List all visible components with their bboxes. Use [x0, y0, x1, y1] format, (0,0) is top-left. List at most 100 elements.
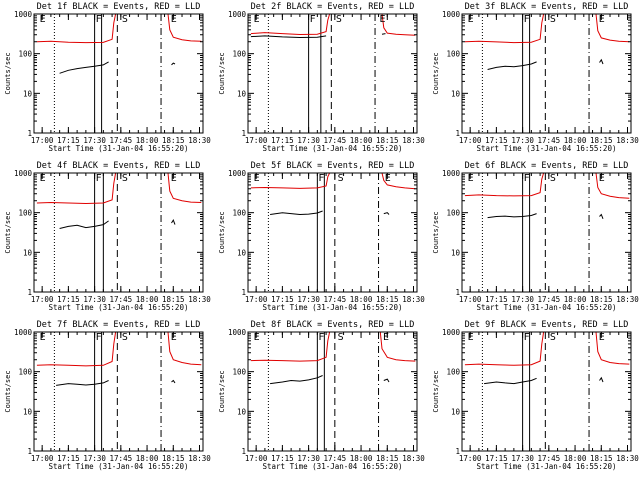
marker-label: S [338, 332, 344, 343]
panel-det-1: Det 1f BLACK = Events, RED = LLD Counts/s… [4, 2, 211, 153]
marker-label: E [40, 332, 46, 343]
x-axis-label: Start Time (31-Jan-04 16:55:20) [49, 462, 189, 471]
y-axis-label: Counts/sec [432, 370, 440, 412]
x-tick-label: 18:15 [376, 454, 399, 463]
x-tick-label: 17:00 [31, 454, 54, 463]
x-tick-label: 17:15 [485, 136, 508, 145]
panel-title: Det 6f BLACK = Events, RED = LLD [465, 161, 629, 171]
events-series-line [599, 213, 604, 219]
y-axis-label: Counts/sec [4, 52, 12, 94]
y-tick-label: 10 [23, 89, 33, 98]
lld-series-line [250, 13, 331, 36]
y-tick-label: 100 [18, 50, 32, 59]
x-tick-label: 17:45 [110, 295, 133, 304]
y-tick-label: 1000 [442, 328, 461, 337]
events-series-line [56, 380, 109, 386]
y-tick-label: 1 [455, 288, 460, 297]
y-tick-label: 10 [451, 248, 461, 257]
plot-frame [247, 172, 418, 293]
panel-title: Det 4f BLACK = Events, RED = LLD [37, 161, 201, 171]
lld-series-line [167, 331, 202, 366]
marker-label: E [171, 14, 177, 25]
marker-label: E [383, 332, 389, 343]
y-tick-label: 1 [27, 129, 32, 138]
x-tick-label: 17:15 [57, 295, 80, 304]
x-tick-label: 18:15 [376, 295, 399, 304]
panel-det-6: Det 6f BLACK = Events, RED = LLD Counts/s… [432, 161, 639, 312]
x-tick-label: 17:30 [83, 295, 106, 304]
marker-label: E [468, 14, 474, 25]
events-series-line [270, 375, 323, 385]
y-tick-label: 100 [232, 50, 246, 59]
plot-frame [247, 13, 418, 134]
events-series-line [599, 58, 604, 65]
y-tick-label: 1 [241, 288, 246, 297]
panel-det-7: Det 7f BLACK = Events, RED = LLD Counts/s… [4, 320, 211, 471]
plot-frame [461, 13, 632, 134]
marker-label: E [599, 332, 605, 343]
x-tick-label: 18:30 [188, 136, 211, 145]
y-tick-label: 10 [451, 89, 461, 98]
x-tick-label: 17:00 [459, 136, 482, 145]
x-tick-label: 18:30 [402, 295, 425, 304]
y-axis-label: Counts/sec [4, 370, 12, 412]
marker-label: E [171, 173, 177, 184]
y-tick-label: 1000 [228, 169, 247, 178]
x-tick-label: 17:15 [57, 454, 80, 463]
panel-det-8: Det 8f BLACK = Events, RED = LLD Counts/s… [218, 320, 425, 471]
x-tick-label: 18:00 [136, 136, 159, 145]
lld-series-line [36, 172, 117, 205]
panel-det-4: Det 4f BLACK = Events, RED = LLD Counts/s… [4, 161, 211, 312]
x-tick-label: 18:30 [188, 295, 211, 304]
marker-label: E [40, 173, 46, 184]
x-tick-label: 18:15 [590, 295, 613, 304]
plot-frame [461, 331, 632, 452]
y-tick-label: 1000 [14, 169, 33, 178]
lld-series-line [167, 172, 202, 203]
panel-title: Det 9f BLACK = Events, RED = LLD [465, 320, 629, 330]
lld-series-line [464, 331, 545, 366]
y-tick-label: 100 [18, 368, 32, 377]
x-tick-label: 17:15 [271, 295, 294, 304]
x-tick-label: 17:45 [538, 295, 561, 304]
y-tick-label: 1000 [442, 169, 461, 178]
marker-label: E [380, 14, 386, 25]
marker-label: S [550, 332, 556, 343]
marker-label: E [254, 14, 260, 25]
marker-label: F [524, 173, 530, 184]
y-tick-label: 1 [455, 129, 460, 138]
x-tick-label: 18:00 [350, 295, 373, 304]
marker-label: S [550, 14, 556, 25]
marker-label: S [338, 173, 344, 184]
panel-det-5: Det 5f BLACK = Events, RED = LLD Counts/s… [218, 161, 425, 312]
x-tick-label: 18:15 [162, 454, 185, 463]
x-axis-label: Start Time (31-Jan-04 16:55:20) [477, 144, 617, 153]
x-tick-label: 17:00 [31, 295, 54, 304]
events-series-line [270, 210, 323, 216]
y-tick-label: 1 [455, 447, 460, 456]
marker-label: E [254, 332, 260, 343]
panel-det-9: Det 9f BLACK = Events, RED = LLD Counts/s… [432, 320, 639, 471]
y-tick-label: 1 [27, 447, 32, 456]
lld-series-line [595, 13, 630, 43]
marker-label: F [318, 332, 324, 343]
plot-frame [461, 172, 632, 293]
panel-title: Det 7f BLACK = Events, RED = LLD [37, 320, 201, 330]
y-tick-label: 10 [23, 407, 33, 416]
events-series-line [59, 61, 109, 74]
marker-label: F [524, 332, 530, 343]
lld-series-line [250, 172, 331, 189]
x-tick-label: 17:30 [511, 295, 534, 304]
x-tick-label: 18:15 [376, 136, 399, 145]
marker-label: S [122, 173, 128, 184]
y-tick-label: 1000 [442, 10, 461, 19]
x-axis-label: Start Time (31-Jan-04 16:55:20) [49, 303, 189, 312]
marker-label: S [550, 173, 556, 184]
marker-label: F [96, 173, 102, 184]
marker-label: F [310, 14, 316, 25]
y-axis-label: Counts/sec [4, 211, 12, 253]
events-series-line [171, 379, 176, 384]
y-tick-label: 10 [237, 89, 247, 98]
events-series-line [484, 377, 537, 385]
marker-label: S [122, 332, 128, 343]
